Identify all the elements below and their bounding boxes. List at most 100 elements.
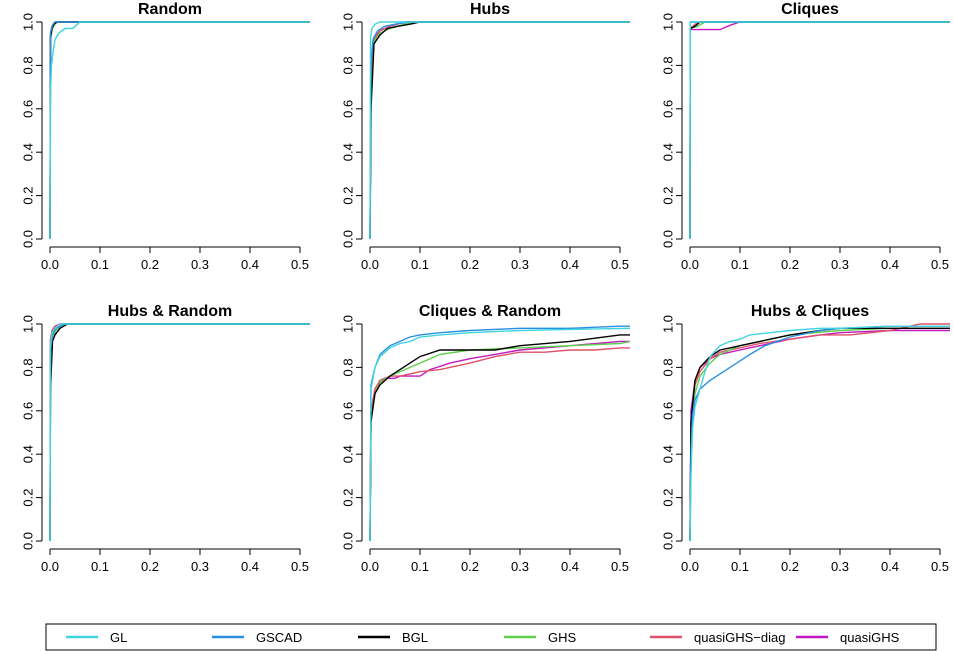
y-tick-label: 0.8 [21,358,36,376]
series-group [49,323,310,542]
y-tick-label: 0.0 [21,230,36,248]
x-tick-label: 0.4 [881,559,899,574]
x-tick-label: 0.1 [411,257,429,272]
y-tick-label: 0.2 [21,489,36,507]
x-tick-label: 0.0 [361,559,379,574]
panel-title: Hubs [470,1,510,18]
x-tick-label: 0.0 [681,559,699,574]
y-tick-label: 0.2 [21,187,36,205]
series-line-gscad [689,21,950,240]
x-tick-label: 0.2 [461,559,479,574]
y-tick-label: 1.0 [661,13,676,31]
series-line-gl [369,21,630,240]
legend-item: GHS [504,630,577,645]
y-tick-label: 0.4 [661,143,676,161]
x-tick-label: 0.0 [41,257,59,272]
y-tick-label: 0.2 [341,489,356,507]
y-tick-label: 0.6 [21,100,36,118]
y-tick-label: 1.0 [661,315,676,333]
y-tick-label: 0.8 [341,358,356,376]
legend-frame [45,623,937,651]
legend-item: quasiGHS [796,630,900,645]
x-tick-label: 0.1 [91,559,109,574]
y-tick-label: 0.8 [661,56,676,74]
y-tick-label: 0.2 [341,187,356,205]
x-tick-label: 0.5 [931,257,949,272]
series-line-ghs [49,21,310,240]
y-tick-label: 0.0 [661,230,676,248]
panel-title: Cliques & Random [419,303,561,320]
x-tick-label: 0.4 [881,257,899,272]
series-line-quasighs [369,21,630,240]
legend-label: quasiGHS−diag [694,630,785,645]
series-group [689,21,950,240]
x-tick-label: 0.2 [141,257,159,272]
y-tick-label: 0.6 [341,100,356,118]
series-line-quasighs [369,340,630,542]
x-tick-label: 0.3 [831,257,849,272]
series-line-ghs [689,21,950,240]
series-line-gl [49,323,310,542]
y-tick-label: 0.0 [341,532,356,550]
series-line-quasighs-diag [369,21,630,240]
x-tick-label: 0.1 [731,257,749,272]
y-tick-label: 0.8 [661,358,676,376]
series-line-bgl [689,327,950,542]
y-tick-label: 0.4 [341,143,356,161]
y-tick-label: 0.0 [21,532,36,550]
series-line-bgl [49,323,310,542]
x-tick-label: 0.4 [241,257,259,272]
series-line-quasighs [689,329,950,542]
series-line-gscad [49,21,310,240]
x-tick-label: 0.2 [141,559,159,574]
x-tick-label: 0.1 [91,257,109,272]
panel-4: Hubs & Random 0.0 0.1 0.2 0.3 0.4 0.5 0.0 0.2 0.4… [21,303,310,574]
x-tick-label: 0.3 [191,257,209,272]
series-line-gl [49,21,310,240]
y-tick-label: 0.6 [21,402,36,420]
y-tick-label: 0.4 [21,143,36,161]
series-line-gscad [49,323,310,542]
x-tick-label: 0.5 [611,257,629,272]
y-tick-label: 0.4 [661,445,676,463]
series-line-bgl [689,21,950,240]
y-tick-label: 0.2 [661,187,676,205]
x-tick-label: 0.1 [731,559,749,574]
y-tick-label: 1.0 [21,13,36,31]
panel-title: Random [138,1,202,18]
x-tick-label: 0.3 [191,559,209,574]
legend-label: GHS [548,630,577,645]
panel-3: Cliques 0.0 0.1 0.2 0.3 0.4 0.5 0.0 0.2 0.4 0.6 0.8… [661,1,950,272]
x-tick-label: 0.2 [781,257,799,272]
legend-item: quasiGHS−diag [650,630,785,645]
series-line-quasighs-diag [49,323,310,542]
series-line-gscad [689,325,950,542]
x-tick-label: 0.5 [291,559,309,574]
panels-group: Random 0.0 0.1 0.2 0.3 0.4 0.5 0.0 0.2 0.4 0.6 0.8 1… [21,1,950,574]
legend-label: GL [110,630,127,645]
x-tick-label: 0.3 [511,257,529,272]
y-tick-label: 0.8 [21,56,36,74]
x-tick-label: 0.3 [511,559,529,574]
series-line-gl [689,325,950,542]
series-line-ghs [369,340,631,542]
series-line-quasighs [689,21,950,240]
legend-item: GSCAD [212,630,302,645]
series-line-quasighs [49,21,310,240]
y-tick-label: 0.6 [661,100,676,118]
x-tick-label: 0.4 [561,257,579,272]
series-group [369,325,631,542]
legend-item: BGL [358,630,428,645]
series-line-quasighs-diag [689,21,950,240]
legend-label: BGL [402,630,428,645]
series-line-ghs [369,21,630,240]
x-tick-label: 0.4 [561,559,579,574]
series-line-gscad [369,21,630,240]
series-line-quasighs-diag [369,347,630,542]
series-line-quasighs-diag [49,21,310,240]
x-tick-label: 0.0 [361,257,379,272]
y-tick-label: 0.6 [341,402,356,420]
x-tick-label: 0.0 [41,559,59,574]
panel-1: Random 0.0 0.1 0.2 0.3 0.4 0.5 0.0 0.2 0.4 0.6 0.8 1… [21,1,310,272]
